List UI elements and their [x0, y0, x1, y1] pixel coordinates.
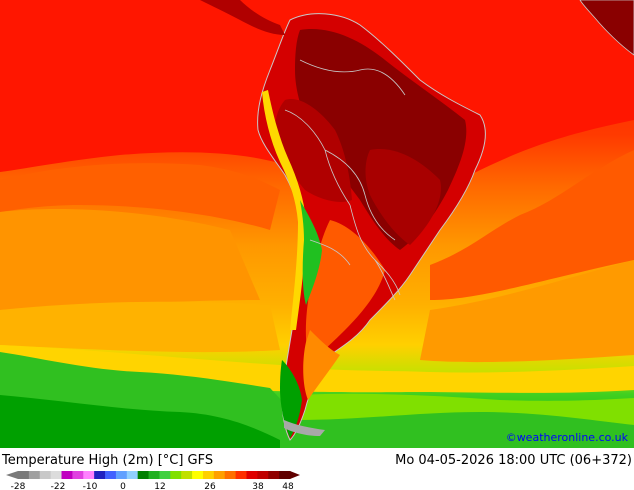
scale-swatch [105, 471, 117, 479]
color-scale: -28 -22 -10 0 12 26 38 48 [6, 471, 300, 490]
scale-swatch [83, 471, 95, 479]
country-borders [284, 59, 406, 301]
scale-tick-label: 48 [282, 482, 294, 490]
scale-swatch [94, 471, 106, 479]
color-scale-swatches [6, 471, 300, 479]
central-america-land [200, 0, 285, 35]
andes-green-strip [300, 200, 322, 305]
scale-tick-label: 12 [154, 482, 165, 490]
scale-swatch [50, 471, 63, 479]
temperature-map[interactable] [0, 0, 634, 448]
pacific-lightorange [0, 209, 260, 310]
map-footer: ©weatheronline.co.uk Temperature High (2… [0, 431, 634, 490]
map-title: Temperature High (2m) [°C] GFS [2, 453, 214, 468]
scale-tick-label: 38 [252, 482, 264, 490]
scale-swatch [192, 471, 204, 479]
andes-cool-strip [262, 90, 306, 330]
scale-swatch [159, 471, 171, 479]
scale-swatch [268, 471, 280, 479]
scale-tick-label: -10 [83, 482, 98, 490]
africa-edge [579, 0, 634, 56]
scale-arrow-right [290, 471, 300, 479]
scale-swatch [28, 471, 41, 479]
scale-tick-label: 26 [204, 482, 216, 490]
scale-swatch [18, 471, 30, 479]
patagonia-green [280, 360, 302, 438]
pacific-yelloworange [0, 301, 280, 353]
scale-swatch [61, 471, 73, 479]
southern-darkgreen-band [0, 395, 280, 448]
scale-swatch [126, 471, 139, 479]
argentina-orange [303, 330, 340, 400]
scale-tick-label: 0 [120, 482, 126, 490]
tierra-del-fuego [284, 420, 325, 436]
color-scale-labels: -28 -22 -10 0 12 26 38 48 [11, 482, 294, 490]
scale-swatch [39, 471, 52, 479]
scale-swatch [115, 471, 128, 479]
scale-swatch [170, 471, 182, 479]
scale-swatch [246, 471, 258, 479]
scale-tick-label: -28 [11, 482, 26, 490]
scale-swatch [213, 471, 226, 479]
southern-lightgreen-band [300, 393, 634, 425]
scale-swatch [224, 471, 237, 479]
scale-swatch [181, 471, 193, 479]
credit-link[interactable]: ©weatheronline.co.uk [505, 431, 628, 444]
scale-arrow-left [6, 471, 18, 479]
scale-swatch [202, 471, 215, 479]
pacific-orange [0, 163, 280, 230]
east-atlantic-lightorange [420, 260, 634, 363]
scale-tick-label: -22 [51, 482, 66, 490]
east-atlantic-orange [430, 150, 634, 300]
central-hot-area [274, 99, 352, 202]
scale-swatch [257, 471, 269, 479]
argentina-warm [305, 220, 385, 365]
scale-swatch [235, 471, 247, 479]
scale-swatch [148, 471, 160, 479]
valid-time: Mo 04-05-2026 18:00 UTC (06+372) [395, 453, 632, 468]
east-brazil-hot [365, 149, 441, 245]
scale-swatch [137, 471, 150, 479]
scale-swatch [279, 471, 291, 479]
scale-swatch [72, 471, 84, 479]
